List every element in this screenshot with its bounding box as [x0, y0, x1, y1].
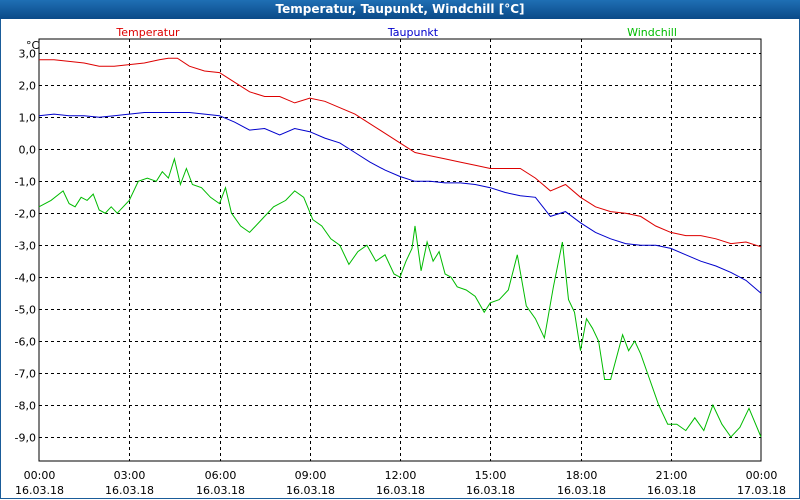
y-tick-label: -3,0 — [15, 240, 36, 253]
x-tick-date: 16.03.18 — [376, 484, 425, 497]
x-tick-time: 18:00 — [566, 469, 598, 482]
x-tick-time: 12:00 — [385, 469, 417, 482]
x-tick-date: 16.03.18 — [196, 484, 245, 497]
x-tick-time: 00:00 — [24, 469, 56, 482]
legend-windchill: Windchill — [627, 26, 677, 39]
y-tick-label: 1,0 — [19, 112, 37, 125]
y-tick-label: -9,0 — [15, 432, 36, 445]
grid-lines — [39, 39, 761, 461]
y-tick-label: -6,0 — [15, 336, 36, 349]
x-tick-date: 16.03.18 — [105, 484, 154, 497]
x-tick-date: 16.03.18 — [286, 484, 335, 497]
x-tick-time: 21:00 — [656, 469, 688, 482]
y-tick-label: -5,0 — [15, 304, 36, 317]
y-tick-label: -2,0 — [15, 208, 36, 221]
legend: Temperatur Taupunkt Windchill — [115, 26, 677, 39]
y-tick-label: -1,0 — [15, 176, 36, 189]
x-tick-time: 09:00 — [295, 469, 327, 482]
series-lines — [38, 57, 762, 438]
y-tick-label: 0,0 — [19, 144, 37, 157]
x-tick-date: 16.03.18 — [15, 484, 64, 497]
x-tick-time: 03:00 — [114, 469, 146, 482]
y-tick-label: 3,0 — [19, 48, 37, 61]
y-tick-label: -4,0 — [15, 272, 36, 285]
x-tick-time: 00:00 — [746, 469, 778, 482]
x-tick-date: 17.03.18 — [737, 484, 786, 497]
x-tick-date: 16.03.18 — [647, 484, 696, 497]
series-line-taupunkt — [38, 112, 762, 294]
x-tick-date: 16.03.18 — [557, 484, 606, 497]
axis-labels: 3,0 2,0 1,0 0,0 -1,0 -2,0 -3,0 -4,0 -5,0 -6,0 -7,0… — [15, 48, 786, 498]
legend-temperatur: Temperatur — [115, 26, 180, 39]
y-tick-label: -7,0 — [15, 368, 36, 381]
legend-taupunkt: Taupunkt — [387, 26, 439, 39]
chart-title: Temperatur, Taupunkt, Windchill [°C] — [0, 0, 800, 19]
x-tick-date: 16.03.18 — [466, 484, 515, 497]
y-tick-label: 2,0 — [19, 80, 37, 93]
series-line-temperatur — [39, 57, 762, 248]
x-tick-time: 06:00 — [205, 469, 237, 482]
plot-border — [38, 38, 762, 462]
y-tick-label: -8,0 — [15, 400, 36, 413]
series-line-windchill — [38, 157, 762, 438]
x-tick-time: 15:00 — [475, 469, 507, 482]
y-axis-unit: °C — [26, 39, 40, 52]
